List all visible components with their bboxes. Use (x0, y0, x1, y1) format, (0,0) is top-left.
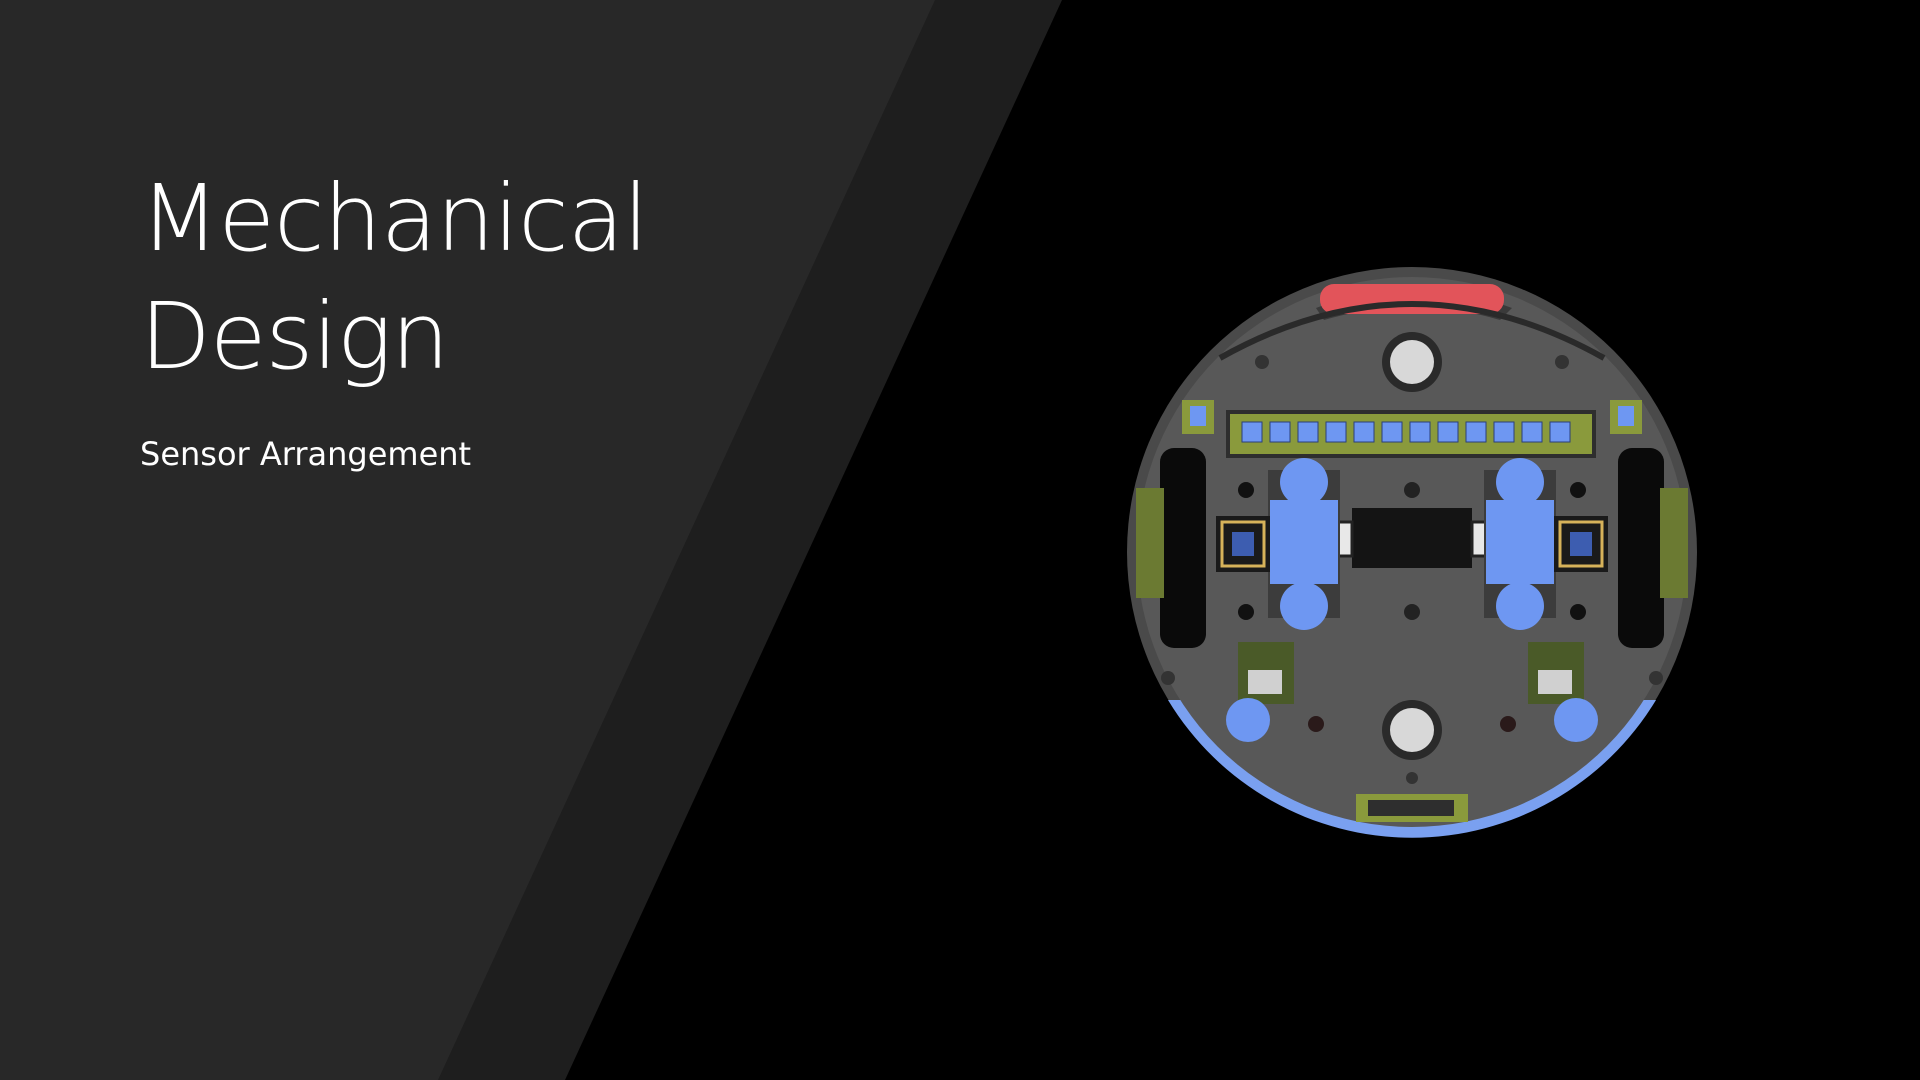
left-panel (0, 0, 935, 1080)
robot-render-image (1127, 267, 1697, 838)
slide-subtitle: Sensor Arrangement (140, 435, 472, 473)
slide-title: Mechanical Design (140, 165, 649, 390)
